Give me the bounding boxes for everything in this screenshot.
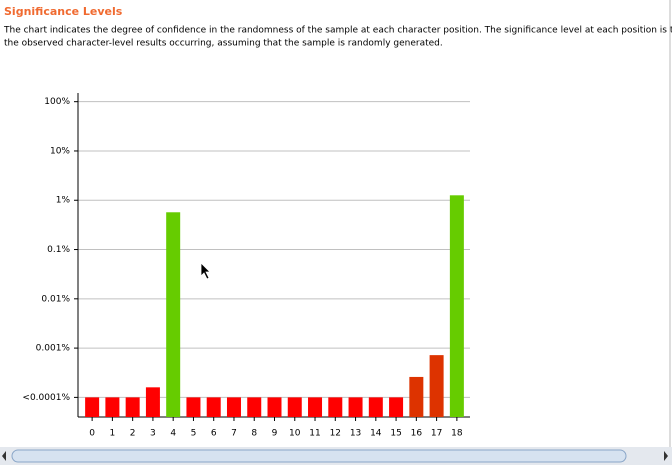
x-tick-label: 5 [191,429,197,439]
mouse-cursor [200,262,211,280]
y-tick-label: 100% [44,97,70,107]
bar [368,397,383,417]
y-tick-label: 1% [56,196,71,206]
bar [125,397,140,417]
scroll-left[interactable] [2,451,6,461]
chart: <0.0001%0.001%0.01%0.1%1%10%100%0 1 2 3 4 5 6 7… [22,93,470,439]
bar [267,397,282,417]
y-tick-label: 0.01% [41,294,70,304]
x-tick-label: 14 [370,429,382,439]
x-tick-label: 10 [289,429,301,439]
x-tick-label: 11 [309,429,320,439]
bar [105,397,120,417]
scrollbar-thumb[interactable] [11,449,627,463]
x-tick-label: 0 [89,429,95,439]
x-tick-label: 8 [251,429,257,439]
y-tick-label: 0.1% [47,245,70,255]
x-tick-label: 12 [330,429,341,439]
x-tick-label: 18 [451,429,463,439]
bar [85,397,100,417]
x-tick-label: 4 [170,429,176,439]
bar [389,397,404,417]
bar [206,397,221,417]
bar [287,397,302,417]
x-tick-label: 15 [390,429,401,439]
bar [166,212,181,417]
y-tick-label: <0.0001% [22,393,70,403]
description-line: The chart indicates the degree of confid… [3,26,672,36]
bar [429,355,444,417]
x-tick-label: 17 [431,429,442,439]
x-tick-label: 9 [272,429,278,439]
x-tick-label: 2 [130,429,136,439]
bar [226,397,241,417]
x-tick-label: 16 [411,429,423,439]
y-tick-label: 0.001% [36,344,71,354]
x-tick-label: 3 [150,429,156,439]
bar [145,387,160,417]
x-tick-label: 7 [231,429,237,439]
bar [449,195,464,417]
bar [409,376,424,417]
description-line: the observed character-level results occ… [4,39,443,49]
x-tick-label: 6 [211,429,217,439]
bar [348,397,363,417]
x-tick-label: 1 [110,429,116,439]
bar [247,397,262,417]
bar [308,397,323,417]
x-tick-label: 13 [350,429,361,439]
bar [186,397,201,417]
y-tick-label: 10% [50,146,70,156]
section-title: Significance Levels [4,5,123,18]
bar [328,397,343,417]
scroll-right[interactable] [664,451,668,461]
